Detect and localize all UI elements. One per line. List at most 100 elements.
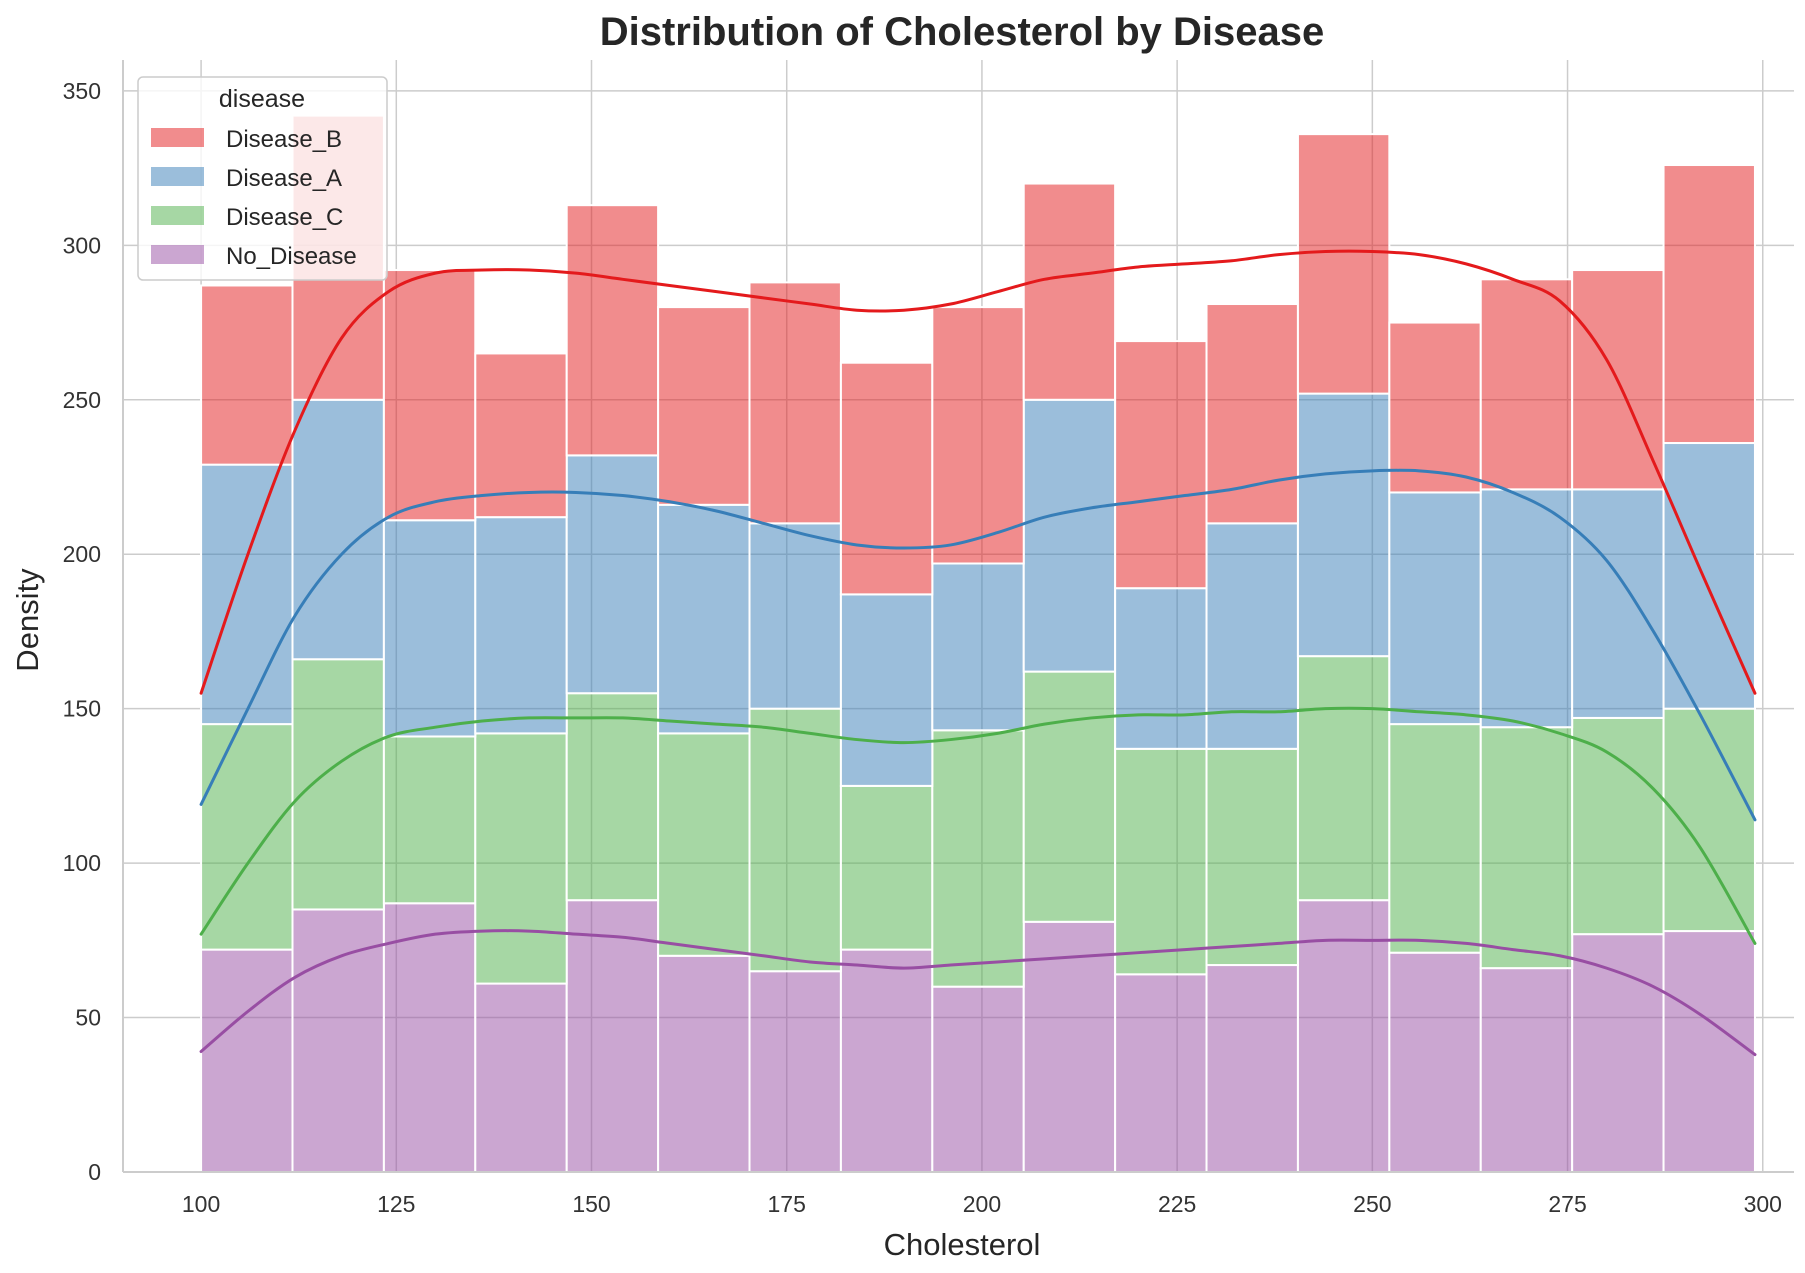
x-axis-label: Cholesterol bbox=[884, 1227, 1041, 1262]
y-tick-label: 350 bbox=[63, 78, 101, 104]
kde-line-disease-b bbox=[199, 249, 1757, 695]
y-tick-label: 200 bbox=[63, 541, 101, 567]
y-tick-label: 150 bbox=[63, 696, 101, 722]
y-tick-label: 100 bbox=[63, 850, 101, 876]
bar-disease-c bbox=[1571, 716, 1665, 936]
legend-swatch-disease-b bbox=[151, 128, 204, 147]
bar-no-disease bbox=[474, 982, 568, 1173]
bar-no-disease bbox=[657, 954, 751, 1173]
bar-disease-a bbox=[565, 454, 660, 695]
bar-disease-b bbox=[1114, 340, 1208, 590]
kde-line-disease-c bbox=[199, 706, 1757, 945]
bar-disease-a bbox=[748, 522, 842, 710]
bar-disease-a bbox=[200, 463, 294, 726]
legend-label-disease-a: Disease_A bbox=[226, 165, 342, 192]
x-tick-label: 300 bbox=[1744, 1191, 1782, 1217]
bar-disease-a bbox=[657, 503, 751, 735]
x-tick-label: 225 bbox=[1158, 1191, 1196, 1217]
bar-disease-b bbox=[382, 269, 477, 522]
bar-disease-b bbox=[839, 361, 934, 596]
bar-disease-c bbox=[1205, 747, 1299, 967]
legend-swatch-no-disease bbox=[151, 245, 204, 264]
bar-disease-a bbox=[1022, 398, 1117, 673]
x-tick-label: 100 bbox=[182, 1191, 220, 1217]
x-tick-label: 175 bbox=[768, 1191, 806, 1217]
bar-disease-b bbox=[1388, 321, 1482, 494]
bar-disease-a bbox=[474, 516, 568, 735]
x-tick-label: 125 bbox=[377, 1191, 415, 1217]
bar-disease-b bbox=[1479, 278, 1574, 491]
bar-disease-c bbox=[657, 732, 751, 957]
bar-disease-c bbox=[200, 723, 294, 951]
y-axis-label: Density bbox=[10, 568, 45, 672]
kde-line-disease-a bbox=[199, 468, 1757, 822]
x-tick-label: 200 bbox=[963, 1191, 1001, 1217]
bar-disease-b bbox=[474, 352, 568, 519]
bar-no-disease bbox=[382, 902, 477, 1173]
y-tick-label: 250 bbox=[63, 387, 101, 413]
bar-disease-a bbox=[1205, 522, 1299, 750]
kde-curves bbox=[199, 249, 1757, 1057]
legend-swatch-disease-c bbox=[151, 206, 204, 225]
x-tick-label: 250 bbox=[1353, 1191, 1391, 1217]
bar-disease-c bbox=[291, 658, 385, 911]
axes bbox=[122, 60, 1794, 1173]
bar-disease-c bbox=[382, 735, 477, 905]
bar-disease-a bbox=[1662, 442, 1756, 710]
legend: disease Disease_B Disease_A Disease_C No_Di… bbox=[137, 76, 388, 281]
bar-no-disease bbox=[1479, 967, 1574, 1174]
legend-label-disease-c: Disease_C bbox=[226, 204, 343, 231]
bar-disease-b bbox=[1022, 182, 1117, 401]
bar-no-disease bbox=[1205, 964, 1299, 1173]
y-tick-label: 0 bbox=[88, 1159, 101, 1185]
bar-disease-a bbox=[382, 519, 477, 738]
bar-disease-a bbox=[1114, 587, 1208, 750]
legend-frame bbox=[137, 76, 388, 281]
chart-title: Distribution of Cholesterol by Disease bbox=[600, 10, 1325, 54]
bar-disease-c bbox=[1388, 723, 1482, 954]
bar-disease-a bbox=[1479, 488, 1574, 729]
x-tick-label: 150 bbox=[572, 1191, 610, 1217]
bar-disease-c bbox=[1479, 726, 1574, 970]
bar-disease-c bbox=[1296, 655, 1391, 902]
bar-no-disease bbox=[1571, 933, 1665, 1174]
bar-no-disease bbox=[748, 970, 842, 1173]
bar-no-disease bbox=[839, 948, 934, 1173]
bar-disease-c bbox=[931, 729, 1025, 988]
bar-disease-c bbox=[474, 732, 568, 985]
bar-no-disease bbox=[291, 908, 385, 1173]
legend-title: disease bbox=[219, 85, 305, 113]
bar-disease-c bbox=[565, 692, 660, 902]
bar-disease-b bbox=[1296, 133, 1391, 395]
bar-disease-a bbox=[931, 562, 1025, 732]
y-tick-label: 300 bbox=[63, 232, 101, 258]
y-tick-label: 50 bbox=[75, 1005, 101, 1031]
bar-disease-b bbox=[748, 281, 842, 525]
bar-disease-c bbox=[1022, 670, 1117, 923]
bar-disease-a bbox=[1571, 488, 1665, 719]
x-tick-label: 275 bbox=[1548, 1191, 1586, 1217]
bar-disease-c bbox=[839, 784, 934, 951]
kde-line-no-disease bbox=[199, 929, 1757, 1057]
bar-disease-b bbox=[1662, 164, 1756, 445]
bar-disease-b bbox=[200, 284, 294, 466]
legend-label-no-disease: No_Disease bbox=[226, 243, 357, 270]
bar-no-disease bbox=[1114, 973, 1208, 1173]
bar-disease-b bbox=[565, 204, 660, 457]
bar-no-disease bbox=[1662, 930, 1756, 1173]
legend-swatch-disease-a bbox=[151, 167, 204, 186]
legend-label-disease-b: Disease_B bbox=[226, 126, 342, 153]
tick-labels: 100 125 150 175 200 225 250 275 300 0 50 100 150 200 2… bbox=[63, 78, 1782, 1217]
bar-no-disease bbox=[1388, 951, 1482, 1174]
bar-disease-b bbox=[931, 306, 1025, 565]
bar-disease-c bbox=[1114, 747, 1208, 976]
bar-disease-b bbox=[657, 306, 751, 506]
bar-disease-c bbox=[1662, 707, 1756, 933]
bar-disease-c bbox=[748, 707, 842, 973]
bar-disease-a bbox=[1388, 491, 1482, 726]
bar-no-disease bbox=[200, 948, 294, 1173]
bar-no-disease bbox=[931, 985, 1025, 1174]
histogram-bars bbox=[200, 114, 1756, 1174]
bar-disease-a bbox=[1296, 392, 1391, 658]
